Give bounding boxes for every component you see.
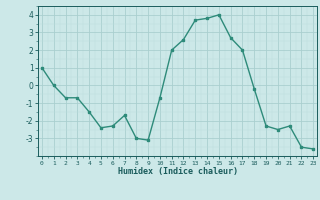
X-axis label: Humidex (Indice chaleur): Humidex (Indice chaleur) (118, 167, 238, 176)
